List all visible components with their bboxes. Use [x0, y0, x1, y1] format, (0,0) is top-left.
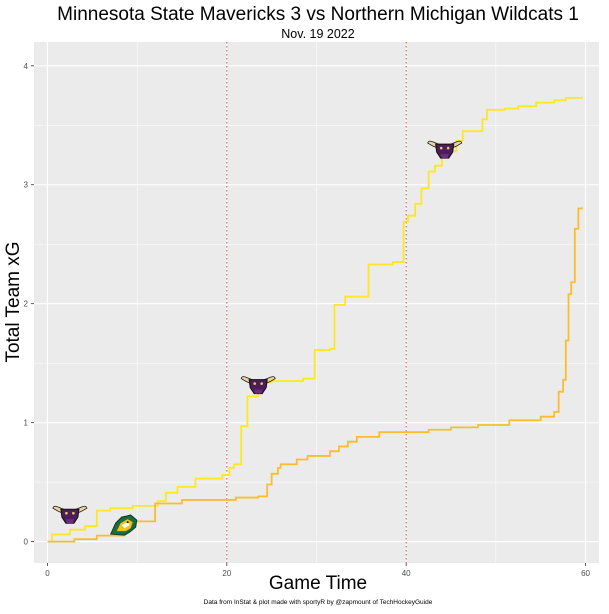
x-tick-label: 20 [222, 569, 231, 578]
maverick-bull-logo [427, 140, 463, 159]
chart-title: Minnesota State Mavericks 3 vs Northern … [57, 4, 579, 25]
x-tick-label: 60 [581, 569, 590, 578]
x-tick-label: 0 [45, 569, 50, 578]
series-line-1 [47, 207, 583, 543]
x-axis-label: Game Time [269, 573, 367, 594]
y-tick-label: 2 [24, 300, 29, 309]
y-tick-label: 1 [24, 419, 29, 428]
y-tick-label: 0 [24, 538, 29, 547]
tick-layer: 0 20 40 60 0 1 2 3 4 [24, 62, 591, 578]
y-axis-label: Total Team xG [3, 241, 24, 362]
maverick-bull-logo [52, 505, 88, 524]
wildcat-logo [109, 514, 138, 536]
chart-caption: Data from InStat & plot made with sporty… [204, 599, 433, 606]
period-lines [226, 42, 407, 563]
x-tick-label: 40 [402, 569, 411, 578]
maverick-bull-logo [240, 376, 276, 395]
chart-subtitle: Nov. 19 2022 [281, 27, 354, 41]
y-tick-label: 3 [24, 181, 29, 190]
logo-layer [52, 140, 463, 536]
series-layer [47, 96, 583, 543]
y-tick-label: 4 [24, 62, 29, 71]
